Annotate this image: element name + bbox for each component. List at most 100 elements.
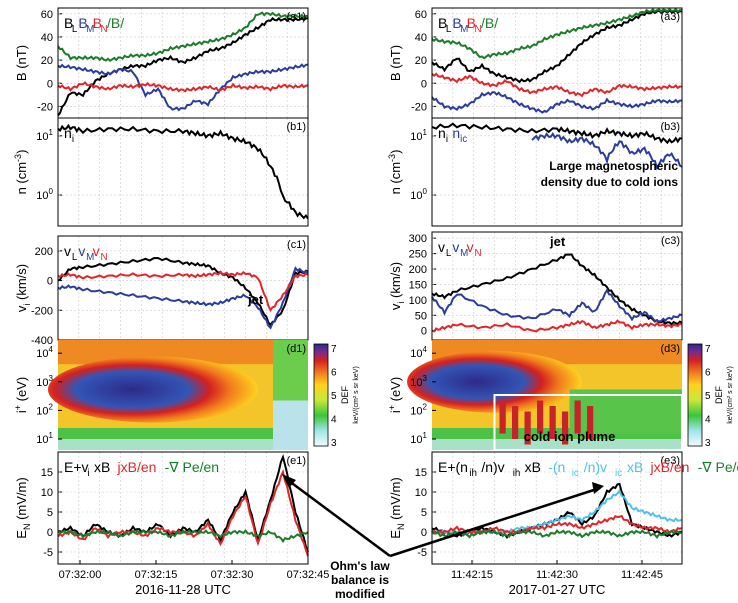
series-line-B_L [57, 16, 309, 117]
series-line--(n_ic/n)v_icxB [431, 488, 683, 535]
y-tick-label: -20 [37, 101, 53, 113]
y-label-end: (eV) [14, 377, 29, 405]
plume-streak [524, 411, 531, 445]
y-tick-label: 10 [41, 487, 53, 499]
legend-text: ic [460, 134, 467, 145]
panel-tag: (c3) [661, 235, 680, 247]
y-tick-label: 50 [415, 310, 427, 322]
legend-text: L [446, 248, 452, 259]
y-tick-label: 60 [41, 9, 53, 21]
legend-text: v [78, 243, 85, 259]
legend-text: M [86, 252, 94, 263]
legend-text: /n)v [584, 459, 607, 475]
y-tick-exp: 4 [49, 345, 54, 354]
y-label-end: (km/s) [388, 262, 403, 302]
y-label-main: i [14, 410, 29, 413]
legend-text: i [446, 134, 448, 145]
legend-text: B [438, 15, 447, 31]
y-tick-exp: 2 [49, 402, 54, 411]
y-axis-label: i+ (eV) [387, 377, 403, 413]
y-label-sup: + [387, 405, 397, 410]
y-tick-label: 60 [415, 9, 427, 21]
heatmap-band-bottom [432, 439, 682, 450]
x-axis-label: 2016-11-28 UTC [135, 582, 231, 597]
x-axis-label: 2017-01-27 UTC [509, 582, 606, 597]
colorbar-tick: 3 [705, 438, 711, 449]
colorbar-tick: 7 [331, 344, 337, 355]
y-tick-label: 0 [421, 527, 427, 539]
y-tick-exp: 4 [423, 345, 428, 354]
y-tick-label: -5 [43, 547, 53, 559]
y-label-end: (km/s) [14, 264, 29, 304]
y-tick-label: 200 [35, 246, 53, 258]
y-label-sup: -3 [13, 154, 23, 162]
colorbar-tick: 6 [331, 368, 337, 379]
y-tick-label: 20 [415, 55, 427, 67]
y-tick-label: 300 [409, 233, 427, 245]
legend-text: ic [615, 468, 622, 479]
series-line-v_N [431, 319, 683, 333]
legend-text: L [72, 24, 78, 35]
legend-text: v [438, 239, 445, 255]
series-line-B_M [57, 63, 309, 112]
colorbar-tick: 4 [331, 415, 337, 426]
panel-tag: (c1) [287, 239, 306, 251]
y-label-end: (mV/m) [388, 477, 403, 523]
legend-text: v [452, 239, 459, 255]
series-line--∇ Pe/en [431, 529, 683, 539]
density-annotation: Large magnetospheric [549, 159, 678, 173]
x-tick-label: 07:32:45 [287, 569, 330, 581]
legend-text: B [452, 15, 461, 31]
plume-streak [549, 406, 556, 439]
callout-arrow-left [284, 476, 391, 558]
series-line-B_N [431, 72, 683, 98]
legend-text: N [474, 248, 481, 259]
heatmap [407, 340, 683, 451]
callout-text: Ohm's law [330, 559, 390, 573]
colorbar-tick: 5 [331, 391, 337, 402]
y-label-end: ) [14, 150, 29, 154]
colorbar-label: DEF [714, 385, 724, 404]
y-tick-label: 0 [47, 276, 53, 288]
callout-arrowhead-left [282, 474, 296, 488]
panel-tag: (b1) [286, 121, 306, 133]
legend-text: n [64, 125, 72, 141]
series-line-v_N [57, 270, 309, 313]
legend-text: xB [94, 459, 110, 475]
y-label-end: (eV) [388, 377, 403, 405]
legend-text: /n)v [481, 459, 504, 475]
plume-streak [562, 411, 569, 445]
y-tick-label: 102 [36, 402, 53, 417]
callout-text: balance is [331, 573, 389, 587]
legend-text: B [64, 15, 73, 31]
heatmap-hot-region [48, 356, 258, 423]
panel-frame [431, 117, 683, 227]
legend-text: E+v [64, 459, 89, 475]
colorbar-tick: 4 [705, 415, 711, 426]
plume-streak [537, 400, 544, 434]
series-line-n_ic [531, 132, 683, 171]
y-axis-label: EN (mV/m) [14, 477, 32, 538]
y-tick-label: 101 [410, 431, 427, 446]
series-line-v_M [431, 288, 683, 323]
series-line-/B/ [431, 7, 683, 60]
series-line-B_M [431, 91, 683, 114]
x-tick-label: 11:42:30 [536, 569, 578, 581]
y-label-sub: i [22, 304, 32, 306]
y-label-main: v [388, 303, 403, 310]
panel-frame [57, 451, 309, 565]
colorbar-tick: 3 [331, 438, 337, 449]
plume-streak [499, 400, 506, 434]
legend-text: -∇ Pe/en [165, 459, 220, 475]
y-label-sup: + [13, 405, 23, 410]
y-tick-label: 101 [36, 431, 53, 446]
